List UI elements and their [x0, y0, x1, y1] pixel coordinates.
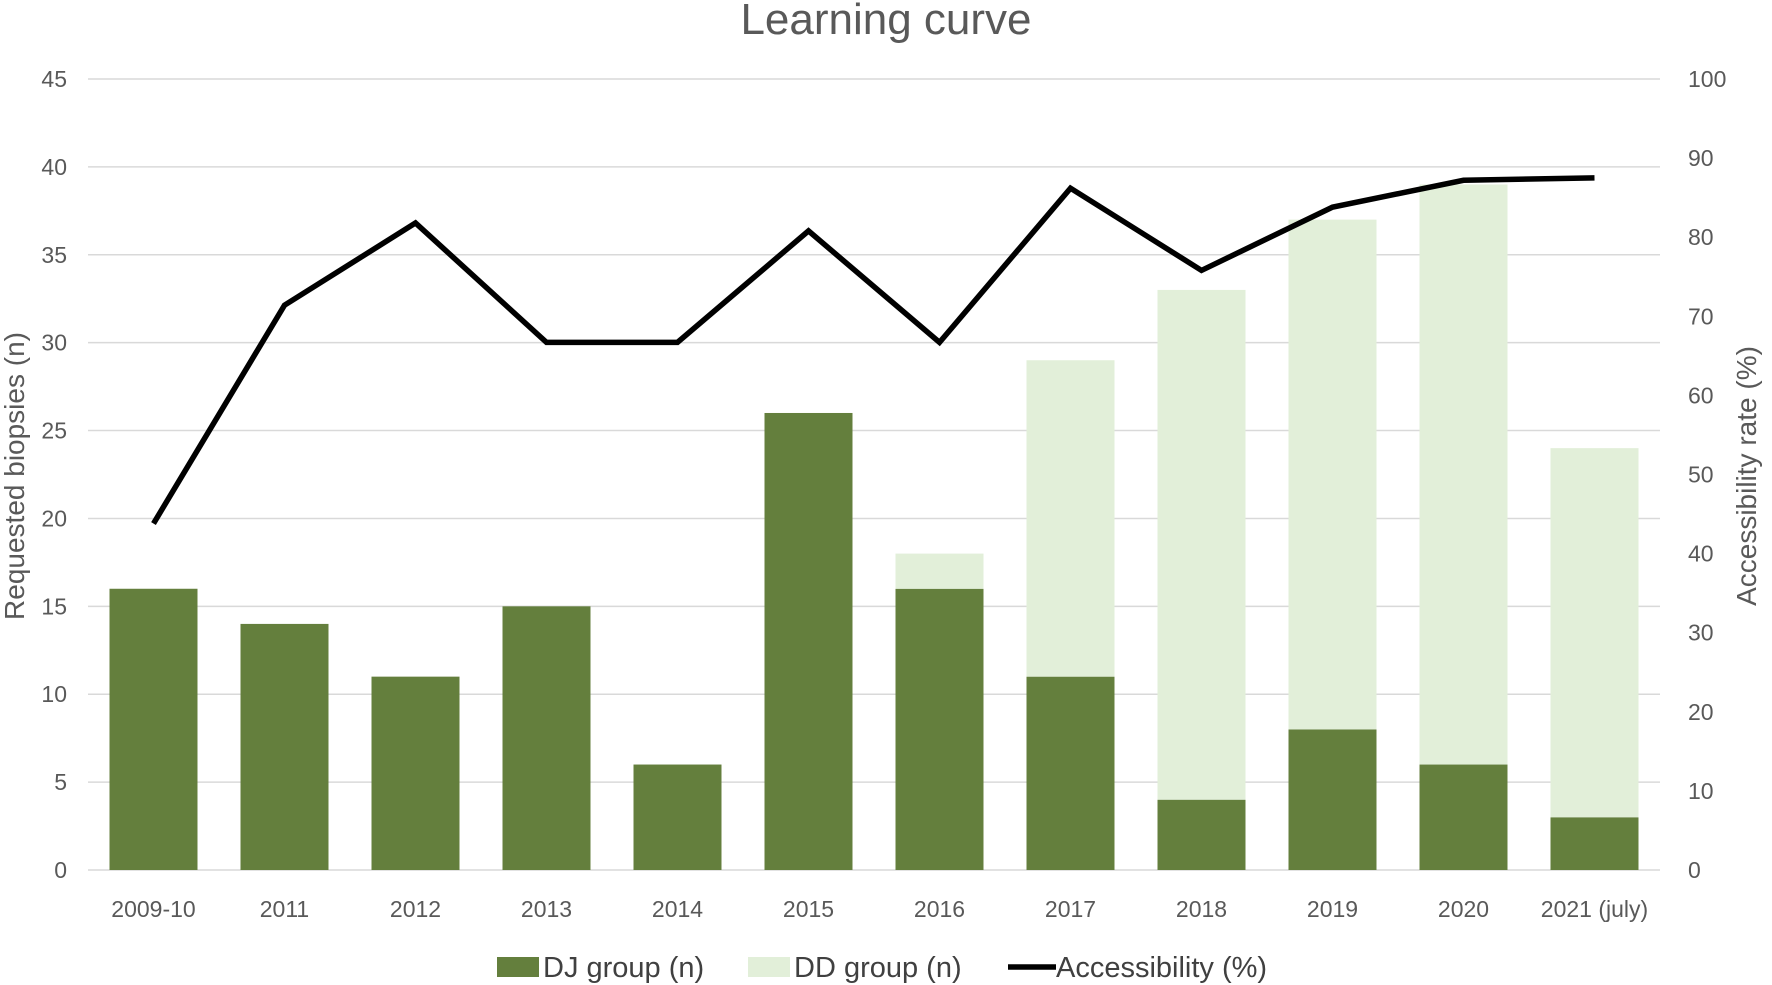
- y-tick-label: 5: [54, 769, 67, 795]
- dd-group-bar: [1550, 448, 1639, 818]
- dj-group-bar: [1026, 676, 1115, 870]
- y2-tick-label: 10: [1688, 778, 1714, 804]
- legend: DJ group (n) DD group (n) Accessibility (%…: [497, 952, 1267, 984]
- x-tick-label: 2012: [390, 896, 441, 922]
- dd-group-bar: [895, 553, 984, 589]
- dj-group-bar: [764, 412, 853, 870]
- x-tick-label: 2016: [914, 896, 965, 922]
- dj-group-bar: [1550, 817, 1639, 870]
- dd-group-bar: [1157, 289, 1246, 800]
- legend-dd-swatch: [748, 957, 790, 977]
- dd-group-bar: [1288, 219, 1377, 730]
- y-tick-label: 40: [41, 154, 67, 180]
- y-axis-label: Requested biopsies (n): [0, 332, 30, 620]
- dj-group-bar: [1419, 764, 1508, 870]
- y-tick-label: 30: [41, 330, 67, 356]
- legend-label: DJ group (n): [543, 952, 704, 984]
- y2-tick-label: 70: [1688, 303, 1714, 329]
- y-tick-label: 20: [41, 505, 67, 531]
- dj-group-bar: [502, 606, 591, 870]
- y2-tick-label: 50: [1688, 462, 1714, 488]
- y2-tick-label: 40: [1688, 541, 1714, 567]
- left-axis-ticks: 0 5 10 15 20 25 30 35 40 45: [41, 66, 67, 883]
- x-tick-label: 2009-10: [111, 896, 195, 922]
- accessibility-line-layer: [151, 175, 1595, 525]
- y-tick-label: 15: [41, 593, 67, 619]
- y-tick-label: 45: [41, 66, 67, 92]
- dj-group-bar: [240, 623, 329, 870]
- y-tick-label: 0: [54, 857, 67, 883]
- accessibility-line: [151, 175, 1595, 525]
- dd-group-bar: [1026, 360, 1115, 677]
- y2-axis-label: Accessibility rate (%): [1731, 346, 1762, 606]
- x-tick-label: 2018: [1176, 896, 1227, 922]
- y2-tick-label: 90: [1688, 145, 1714, 171]
- legend-dj-swatch: [497, 957, 539, 977]
- dj-group-bar: [371, 676, 460, 870]
- dj-group-bar: [1288, 729, 1377, 870]
- right-axis-ticks: 0 10 20 30 40 50 60 70 80 90 100: [1688, 66, 1726, 883]
- y-tick-label: 10: [41, 681, 67, 707]
- x-tick-label: 2017: [1045, 896, 1096, 922]
- bars: [109, 184, 1639, 870]
- x-axis-ticks: 2009-10 2011 2012 2013 2014 2015 2016 2017 2018 2…: [111, 896, 1648, 922]
- y2-tick-label: 60: [1688, 382, 1714, 408]
- x-tick-label: 2019: [1307, 896, 1358, 922]
- y2-tick-label: 0: [1688, 857, 1701, 883]
- x-tick-label: 2013: [521, 896, 572, 922]
- gridlines: [88, 78, 1660, 871]
- y2-tick-label: 20: [1688, 699, 1714, 725]
- dj-group-bar: [1157, 799, 1246, 870]
- y2-tick-label: 100: [1688, 66, 1726, 92]
- x-tick-label: 2020: [1438, 896, 1489, 922]
- dj-group-bar: [895, 588, 984, 870]
- dj-group-bar: [633, 764, 722, 870]
- y2-tick-label: 30: [1688, 620, 1714, 646]
- x-tick-label: 2011: [260, 896, 309, 922]
- dd-group-bar: [1419, 184, 1508, 765]
- x-tick-label: 2021 (july): [1541, 896, 1648, 922]
- y2-tick-label: 80: [1688, 224, 1714, 250]
- legend-label: DD group (n): [794, 952, 962, 984]
- y-tick-label: 35: [41, 242, 67, 268]
- x-tick-label: 2015: [783, 896, 834, 922]
- dj-group-bar: [109, 588, 198, 870]
- chart-title: Learning curve: [740, 0, 1031, 44]
- y-tick-label: 25: [41, 418, 67, 444]
- legend-label: Accessibility (%): [1056, 952, 1267, 984]
- x-tick-label: 2014: [652, 896, 703, 922]
